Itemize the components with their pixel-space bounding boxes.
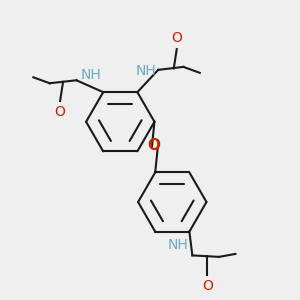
Text: O: O	[171, 32, 182, 46]
Text: O: O	[147, 138, 160, 153]
Text: NH: NH	[167, 238, 188, 252]
Text: NH: NH	[81, 68, 102, 82]
Text: NH: NH	[136, 64, 157, 78]
Text: O: O	[202, 279, 213, 293]
Text: O: O	[55, 105, 65, 118]
